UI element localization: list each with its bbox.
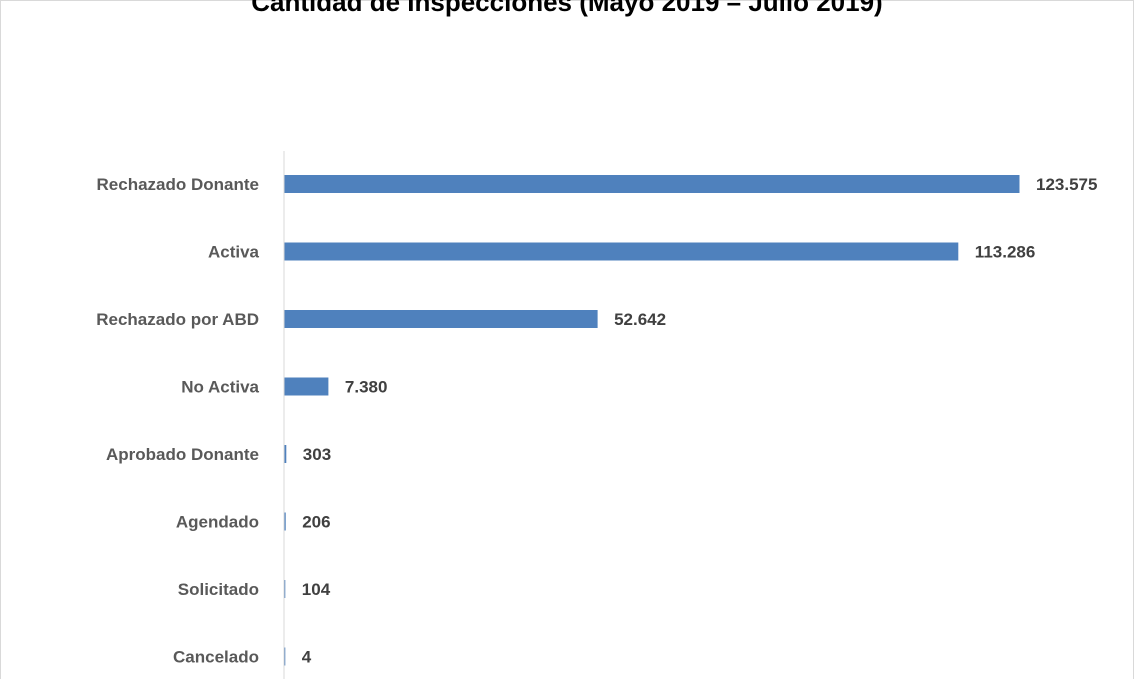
bar-agendado [284, 512, 286, 531]
category-label-agendado: Agendado [176, 513, 259, 532]
category-label-aprobado-donante: Aprobado Donante [106, 445, 259, 464]
chart-title: Cantidad de Inspecciones (Mayo 2019 – Ju… [251, 0, 883, 17]
bars [284, 175, 1020, 666]
bar-rechazado-por-abd [284, 310, 598, 328]
bar-cancelado [284, 647, 286, 666]
bar-aprobado-donante [284, 445, 287, 463]
data-labels: 123.575 113.286 52.642 7.380 303 206 104 4 [302, 175, 1098, 667]
data-label-activa: 113.286 [975, 243, 1036, 262]
bar-rechazado-donante [284, 175, 1020, 193]
bar-no-activa [284, 377, 329, 396]
category-label-rechazado-por-abd: Rechazado por ABD [96, 310, 259, 329]
category-label-cancelado: Cancelado [173, 648, 259, 667]
data-label-agendado: 206 [302, 513, 330, 532]
data-label-rechazado-donante: 123.575 [1036, 175, 1097, 194]
category-labels: Rechazado Donante Activa Rechazado por ABD… [96, 175, 259, 667]
data-label-rechazado-por-abd: 52.642 [614, 310, 666, 329]
data-label-cancelado: 4 [302, 648, 312, 667]
category-label-rechazado-donante: Rechazado Donante [97, 175, 259, 194]
category-label-solicitado: Solicitado [178, 580, 259, 599]
data-label-no-activa: 7.380 [345, 378, 388, 397]
data-label-aprobado-donante: 303 [303, 445, 331, 464]
bar-solicitado [284, 580, 286, 598]
category-label-activa: Activa [208, 243, 260, 262]
data-label-solicitado: 104 [302, 580, 331, 599]
category-label-no-activa: No Activa [181, 378, 259, 397]
bar-activa [284, 242, 959, 261]
